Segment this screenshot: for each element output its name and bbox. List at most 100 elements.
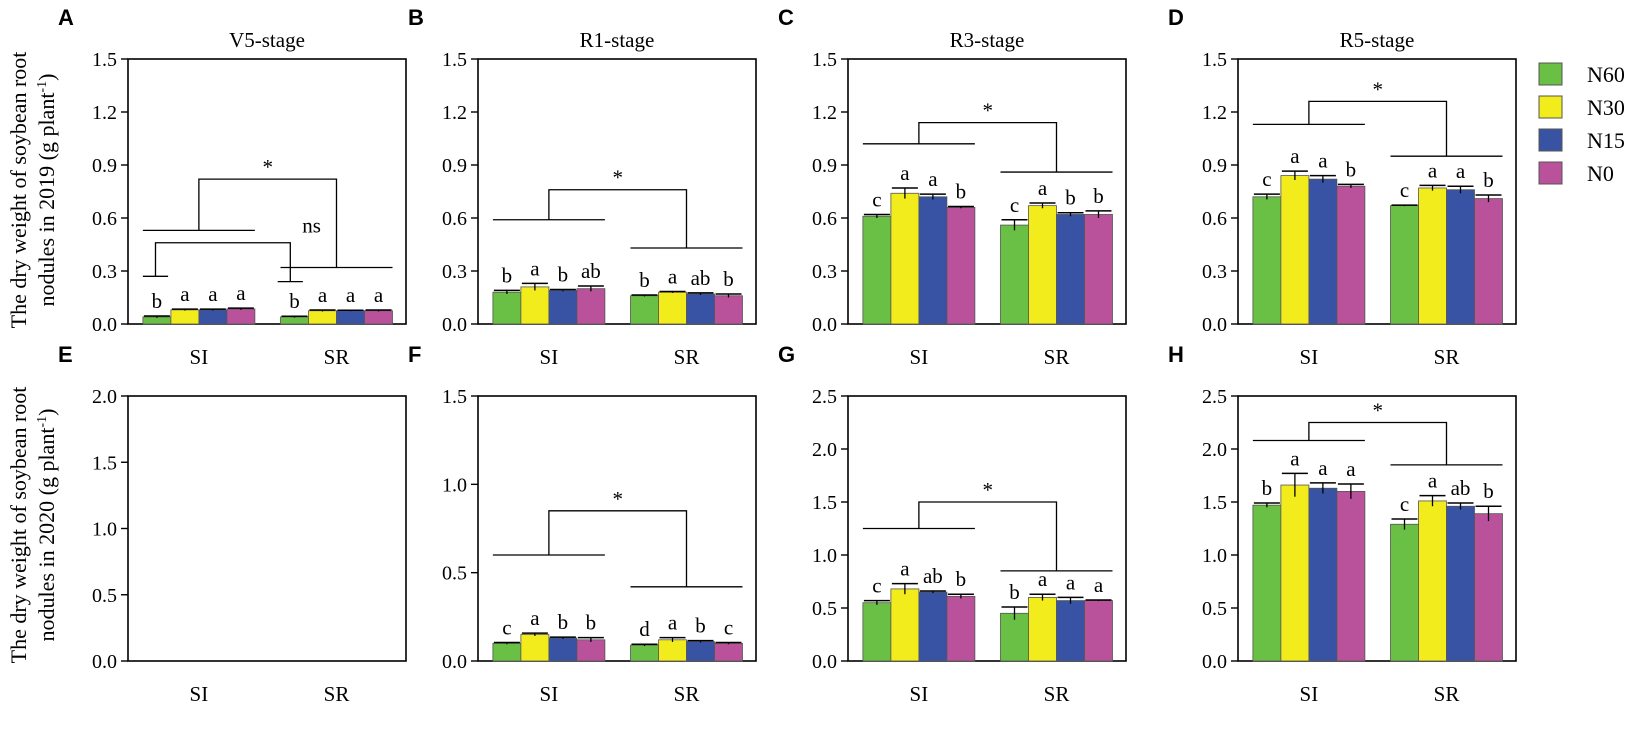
x-category-label: SR bbox=[674, 682, 700, 706]
significance-letter: b bbox=[586, 611, 597, 635]
significance-letter: b bbox=[956, 567, 967, 591]
y-tick-label: 0.9 bbox=[92, 155, 117, 177]
x-category-label: SI bbox=[1300, 682, 1319, 706]
y-tick-label: 1.5 bbox=[812, 492, 837, 514]
panel-letter: B bbox=[408, 5, 424, 30]
bar-N0-SR bbox=[1084, 214, 1113, 325]
plot-frame bbox=[847, 395, 1127, 662]
y-tick-label: 0.3 bbox=[812, 261, 837, 283]
significance-letter: a bbox=[530, 256, 540, 280]
significance-letter: a bbox=[900, 161, 910, 185]
y-tick-label: 0.0 bbox=[1202, 314, 1227, 336]
plot-frame bbox=[477, 395, 757, 662]
significance-letter: b bbox=[1346, 157, 1357, 181]
bar-N30-SR bbox=[1028, 205, 1057, 325]
y-axis-label-line1: The dry weight of soybean root bbox=[6, 387, 31, 664]
bracket-connector bbox=[918, 501, 1058, 571]
significance-letter: b bbox=[1483, 479, 1494, 503]
y-tick-label: 0.6 bbox=[812, 208, 837, 230]
legend-label: N60 bbox=[1587, 62, 1625, 87]
significance-letter: a bbox=[900, 557, 910, 581]
legend-label: N15 bbox=[1587, 128, 1625, 153]
significance-letter: a bbox=[1318, 149, 1328, 173]
plot-frame bbox=[477, 58, 757, 325]
x-category-label: SI bbox=[1300, 345, 1319, 369]
y-tick-label: 2.5 bbox=[812, 386, 837, 408]
significance-letter: c bbox=[1400, 492, 1409, 516]
y-tick-label: 2.0 bbox=[1202, 439, 1227, 461]
x-category-label: SI bbox=[540, 345, 559, 369]
bar-N15-SI bbox=[918, 591, 948, 662]
y-tick-label: 1.2 bbox=[1202, 102, 1227, 124]
bar-N30-SR bbox=[658, 639, 687, 662]
bar-N0-SI bbox=[226, 308, 256, 325]
legend-swatch-N60 bbox=[1538, 62, 1563, 86]
bar-N60-SR bbox=[630, 644, 659, 662]
bar-N60-SR bbox=[1390, 523, 1419, 662]
bar-N0-SR bbox=[1474, 513, 1503, 662]
y-tick-label: 0.0 bbox=[1202, 651, 1227, 673]
plot-frame bbox=[127, 395, 407, 662]
y-axis-label-close: ) bbox=[34, 74, 59, 81]
significance-letter: c bbox=[1262, 167, 1271, 191]
y-tick-label: 2.0 bbox=[92, 386, 117, 408]
x-category-label: SR bbox=[1044, 682, 1070, 706]
y-tick-label: 0.3 bbox=[1202, 261, 1227, 283]
significance-letter: a bbox=[928, 167, 938, 191]
significance-letter: a bbox=[374, 283, 384, 307]
x-category-label: SI bbox=[190, 345, 209, 369]
y-tick-label: 0.0 bbox=[812, 314, 837, 336]
bar-N30-SI bbox=[1280, 175, 1310, 325]
bar-N60-SR bbox=[280, 316, 309, 325]
panel-letter: G bbox=[778, 342, 795, 367]
panel-title: R1-stage bbox=[580, 28, 655, 52]
significance-letter: b bbox=[558, 610, 569, 634]
panel-E: E 0.0 0.5 1.0 1.5 2.0 SI SR bbox=[58, 342, 407, 706]
y-tick-label: 0.0 bbox=[92, 314, 117, 336]
plot-frame bbox=[127, 58, 407, 325]
bracket-label: * bbox=[982, 478, 993, 502]
bar-N60-SI bbox=[492, 291, 522, 325]
y-tick-label: 1.2 bbox=[92, 102, 117, 124]
bar-N30-SI bbox=[520, 634, 550, 662]
y-tick-label: 0.5 bbox=[1202, 598, 1227, 620]
significance-letter: a bbox=[236, 281, 246, 305]
significance-letter: c bbox=[1010, 193, 1019, 217]
panel-title: R5-stage bbox=[1340, 28, 1415, 52]
bar-N15-SI bbox=[548, 290, 578, 325]
significance-letter: c bbox=[872, 574, 881, 598]
plot-frame bbox=[1237, 395, 1517, 662]
y-tick-label: 1.5 bbox=[1202, 49, 1227, 71]
bar-N60-SI bbox=[492, 642, 522, 662]
bar-N30-SR bbox=[1028, 597, 1057, 662]
y-tick-label: 0.5 bbox=[442, 563, 467, 585]
significance-letter: b bbox=[152, 289, 163, 313]
significance-letter: b bbox=[639, 268, 650, 292]
significance-letter: a bbox=[530, 606, 540, 630]
significance-letter: b bbox=[289, 289, 300, 313]
significance-letter: c bbox=[724, 615, 733, 639]
x-category-label: SI bbox=[540, 682, 559, 706]
bar-N60-SI bbox=[862, 215, 892, 325]
x-category-label: SR bbox=[324, 345, 350, 369]
bar-N15-SR bbox=[1446, 189, 1475, 325]
bar-N60-SI bbox=[862, 602, 892, 662]
panel-letter: C bbox=[778, 5, 794, 30]
significance-letter: b bbox=[1065, 186, 1076, 210]
y-axis-label-line2: nodules in 2020 (g plant-1) bbox=[34, 409, 59, 642]
bar-N0-SI bbox=[1336, 490, 1366, 662]
bracket-label: * bbox=[1372, 399, 1383, 423]
significance-letter: a bbox=[1346, 457, 1356, 481]
bar-N0-SI bbox=[946, 206, 976, 325]
bracket-connector bbox=[918, 121, 1058, 173]
y-tick-label: 0.0 bbox=[812, 651, 837, 673]
y-tick-label: 0.0 bbox=[92, 651, 117, 673]
panel-letter: A bbox=[58, 5, 74, 30]
bar-N15-SR bbox=[1056, 600, 1085, 662]
significance-letter: a bbox=[1290, 446, 1300, 470]
panel-title: R3-stage bbox=[950, 28, 1025, 52]
y-tick-label: 1.0 bbox=[1202, 545, 1227, 567]
x-category-label: SR bbox=[1044, 345, 1070, 369]
y-axis-label-sup: -1 bbox=[35, 81, 50, 93]
